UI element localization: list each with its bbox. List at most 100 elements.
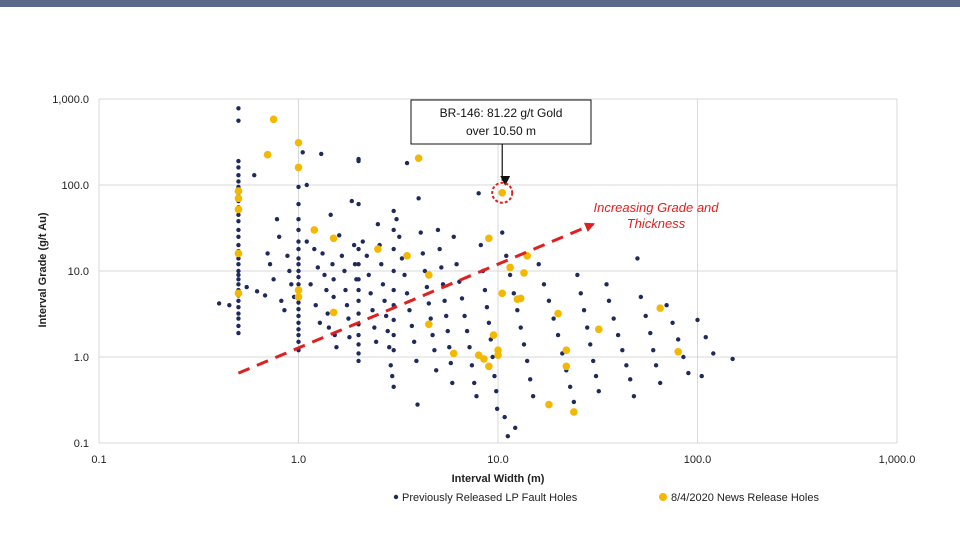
data-point-previous [588,342,593,347]
data-point-previous [391,287,396,293]
data-point-previous [356,358,361,364]
data-point-previous [620,347,625,353]
data-point-previous [394,217,399,222]
data-point-previous [593,373,599,379]
data-point-previous [657,380,663,386]
data-point-previous [296,239,301,244]
data-point-previous [236,304,241,310]
data-point-previous [521,342,527,347]
data-point-previous [254,289,260,294]
data-point-previous [462,313,467,319]
data-point-previous [236,234,241,239]
data-point-previous [450,380,455,386]
trend-label-line1: Increasing Grade and [593,200,719,215]
y-tick-label: 10.0 [68,266,89,278]
data-point-previous [415,402,420,407]
data-point-previous [604,282,609,287]
data-point-previous [216,301,222,306]
data-point-previous [442,298,447,304]
data-point-previous [368,291,373,296]
data-point-previous [536,261,541,267]
data-point-previous [524,358,530,364]
data-point-previous [391,227,396,233]
data-point-previous [304,182,309,188]
data-point-news [234,289,243,298]
data-point-previous [287,268,292,274]
data-point-news [425,320,433,329]
data-point-previous [244,284,249,290]
data-point-news [374,245,382,253]
data-point-previous [711,351,716,356]
data-point-previous [730,356,735,362]
data-point-previous [328,212,333,218]
data-point-previous [279,298,284,304]
data-point-previous [628,377,633,382]
data-point-news [263,150,272,159]
series-news-points [234,115,682,416]
data-point-previous [391,384,396,390]
data-point-previous [664,303,669,308]
data-point-previous [296,268,301,274]
data-point-previous [331,294,336,300]
data-point-previous [414,358,419,364]
data-point-previous [611,316,616,321]
data-point-previous [356,287,361,293]
data-point-previous [675,337,681,342]
data-point-previous [356,201,361,207]
data-point-previous [308,282,313,287]
x-tick-label: 1.0 [291,454,306,466]
data-point-previous [432,347,437,353]
data-point-previous [334,345,339,350]
data-point-previous [236,256,241,261]
data-point-previous [492,373,497,379]
data-point-previous [484,304,490,310]
data-point-previous [391,332,396,338]
data-point-previous [236,227,241,233]
trend-annotation: Increasing Grade and Thickness [237,200,719,375]
data-point-previous [325,311,330,316]
data-point-previous [252,173,257,178]
data-point-news [674,347,682,356]
data-point-previous [236,218,241,224]
data-point-news [562,362,571,371]
data-point-previous [653,363,659,368]
x-axis-title: Interval Width (m) [452,473,545,485]
data-point-previous [312,246,317,252]
data-point-previous [236,165,241,170]
data-point-previous [324,287,329,293]
data-point-news [485,362,493,371]
data-point-previous [236,212,241,218]
data-point-news [554,309,562,318]
data-point-previous [370,308,375,313]
data-point-previous [236,268,241,274]
data-point-previous [518,325,523,330]
data-point-previous [430,332,435,338]
legend-marker-news [659,493,667,501]
data-point-previous [375,222,381,227]
data-point-previous [322,272,327,278]
data-point-previous [435,227,441,233]
data-point-previous [342,268,347,274]
data-point-previous [445,328,450,334]
data-point-previous [236,316,241,321]
data-point-previous [571,399,577,405]
data-point-previous [320,251,325,256]
data-point-previous [262,293,268,298]
data-point-previous [236,298,241,304]
data-point-previous [296,274,301,280]
data-point-previous [346,316,351,321]
data-point-news [498,289,507,298]
data-point-previous [326,325,332,330]
data-point-previous [606,298,612,304]
data-point-previous [236,330,241,336]
data-point-previous [404,291,410,296]
data-point-previous [296,261,301,267]
data-point-news [234,249,243,258]
data-point-news [656,304,664,312]
data-point-news [234,194,243,203]
data-point-news [294,293,303,301]
data-point-previous [296,256,301,261]
data-point-previous [399,256,405,261]
data-point-previous [490,354,495,360]
data-point-news [489,331,498,339]
